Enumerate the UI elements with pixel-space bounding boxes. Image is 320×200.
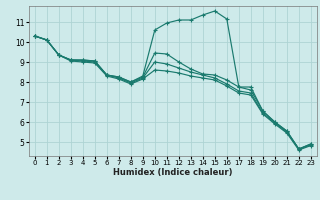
- X-axis label: Humidex (Indice chaleur): Humidex (Indice chaleur): [113, 168, 233, 177]
